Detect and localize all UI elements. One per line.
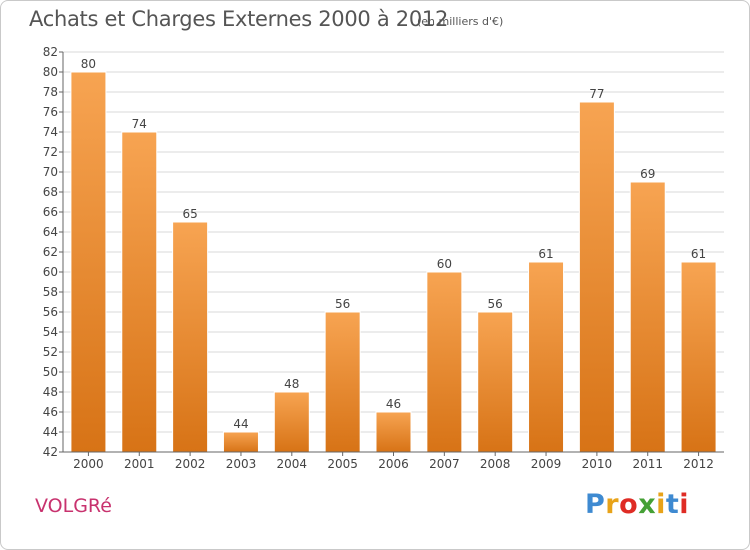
y-tick-label: 64 bbox=[43, 225, 58, 239]
x-tick-label: 2011 bbox=[632, 457, 663, 471]
logo-letter: i bbox=[679, 489, 690, 520]
bar bbox=[324, 311, 361, 453]
x-tick-label: 2008 bbox=[480, 457, 511, 471]
bar bbox=[273, 391, 310, 453]
y-tick-label: 58 bbox=[43, 285, 58, 299]
bar bbox=[375, 411, 412, 453]
bar bbox=[578, 101, 615, 453]
logo-letter: t bbox=[665, 489, 680, 520]
x-tick-label: 2010 bbox=[582, 457, 613, 471]
logo-letter: P bbox=[585, 489, 606, 520]
data-label: 74 bbox=[132, 117, 147, 131]
x-tick-label: 2002 bbox=[175, 457, 206, 471]
data-label: 56 bbox=[335, 297, 350, 311]
y-tick-label: 48 bbox=[43, 385, 58, 399]
data-label: 46 bbox=[386, 397, 401, 411]
bar bbox=[70, 71, 107, 453]
y-tick-label: 66 bbox=[43, 205, 58, 219]
y-tick-label: 54 bbox=[43, 325, 58, 339]
data-label: 56 bbox=[488, 297, 503, 311]
bar bbox=[680, 261, 717, 453]
logo-letter: i bbox=[656, 489, 666, 520]
data-label: 61 bbox=[538, 247, 553, 261]
data-label: 44 bbox=[233, 417, 248, 431]
data-label: 80 bbox=[81, 57, 96, 71]
x-tick-label: 2005 bbox=[327, 457, 358, 471]
logo-letter: x bbox=[638, 489, 657, 520]
data-label: 69 bbox=[640, 167, 655, 181]
y-tick-label: 72 bbox=[43, 145, 58, 159]
chart-title: Achats et Charges Externes 2000 à 2012 bbox=[29, 7, 449, 31]
x-tick-label: 2001 bbox=[124, 457, 155, 471]
x-tick-label: 2006 bbox=[378, 457, 409, 471]
logo-letter: r bbox=[605, 489, 620, 520]
bar bbox=[222, 431, 259, 453]
proxiti-logo[interactable]: Proxiti bbox=[585, 489, 689, 520]
x-tick-label: 2009 bbox=[531, 457, 562, 471]
x-tick-label: 2012 bbox=[683, 457, 714, 471]
y-tick-label: 50 bbox=[43, 365, 58, 379]
y-tick-label: 42 bbox=[43, 445, 58, 459]
y-tick-label: 52 bbox=[43, 345, 58, 359]
x-tick-label: 2000 bbox=[73, 457, 104, 471]
y-tick-label: 44 bbox=[43, 425, 58, 439]
y-tick-label: 56 bbox=[43, 305, 58, 319]
bar bbox=[172, 221, 209, 453]
data-label: 60 bbox=[437, 257, 452, 271]
bar bbox=[426, 271, 463, 453]
bars bbox=[70, 71, 717, 453]
y-tick-label: 82 bbox=[43, 45, 58, 59]
data-label: 65 bbox=[182, 207, 197, 221]
y-tick-label: 78 bbox=[43, 85, 58, 99]
x-tick-label: 2003 bbox=[226, 457, 257, 471]
x-tick-label: 2004 bbox=[277, 457, 308, 471]
y-tick-label: 46 bbox=[43, 405, 58, 419]
chart-subtitle: (en milliers d'€) bbox=[417, 15, 504, 28]
axes bbox=[59, 51, 724, 456]
data-label: 61 bbox=[691, 247, 706, 261]
y-tick-label: 62 bbox=[43, 245, 58, 259]
y-tick-label: 74 bbox=[43, 125, 58, 139]
y-tick-label: 70 bbox=[43, 165, 58, 179]
y-tick-label: 80 bbox=[43, 65, 58, 79]
bar bbox=[121, 131, 158, 453]
x-tick-label: 2007 bbox=[429, 457, 460, 471]
bar bbox=[528, 261, 565, 453]
data-label: 48 bbox=[284, 377, 299, 391]
y-tick-label: 60 bbox=[43, 265, 58, 279]
commune-name: VOLGRé bbox=[35, 495, 112, 517]
y-tick-label: 68 bbox=[43, 185, 58, 199]
logo-letter: o bbox=[619, 489, 639, 520]
labels: 42 44 46 48 50 52 54 56 58 60 62 64 66 68 70 72 74 76 78 80… bbox=[43, 45, 714, 471]
bar bbox=[629, 181, 666, 453]
bar bbox=[477, 311, 514, 453]
grid-lines bbox=[63, 51, 724, 433]
data-label: 77 bbox=[589, 87, 604, 101]
y-tick-label: 76 bbox=[43, 105, 58, 119]
